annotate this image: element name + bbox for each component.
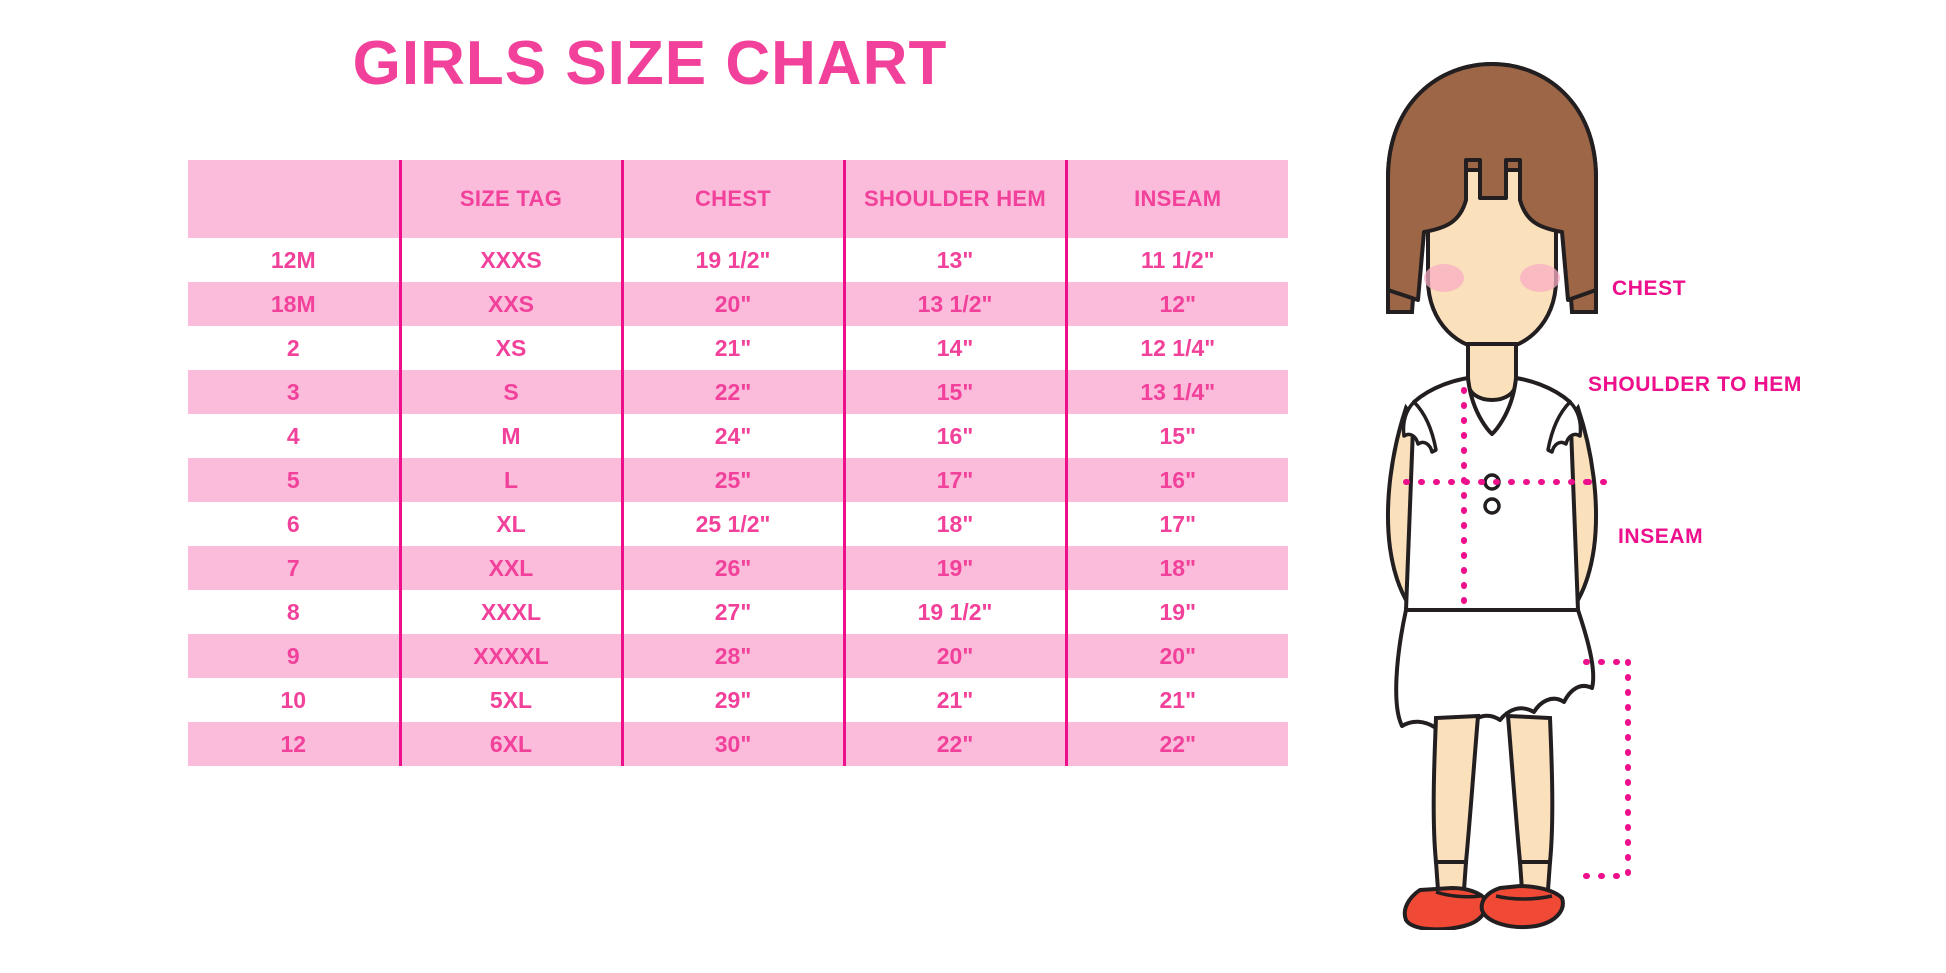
size-chart-table: SIZE TAG CHEST SHOULDER HEM INSEAM 12M X…: [188, 160, 1288, 766]
cell-chest: 28": [620, 634, 844, 678]
cell-chest: 30": [620, 722, 844, 766]
cell-size: 3: [286, 378, 300, 405]
cell-shoulder-hem: 17": [842, 458, 1066, 502]
cell-shoulder-hem: 15": [842, 370, 1066, 414]
table-row: 7 XXL 26" 19" 18": [188, 546, 1288, 590]
cell-chest: 22": [620, 370, 844, 414]
table-header: SIZE TAG CHEST SHOULDER HEM INSEAM: [188, 160, 1288, 238]
cell-shoulder-hem: 18": [842, 502, 1066, 546]
page-title: GIRLS SIZE CHART: [352, 29, 948, 98]
cell-size-tag: XXL: [398, 546, 622, 590]
table-header-row: SIZE TAG CHEST SHOULDER HEM INSEAM: [188, 160, 1288, 238]
cell-shoulder-hem: 21": [842, 678, 1066, 722]
cell-chest: 24": [620, 414, 844, 458]
table-row: 2 XS 21" 14" 12 1/4": [188, 326, 1288, 370]
girl-figure-svg: [1386, 61, 1631, 932]
table-row: 12M XXXS 19 1/2" 13" 11 1/2": [188, 238, 1288, 282]
cell-inseam: 19": [1064, 590, 1288, 634]
cell-shoulder-hem: 22": [842, 722, 1066, 766]
cell-chest: 25 1/2": [620, 502, 844, 546]
cell-inseam: 18": [1064, 546, 1288, 590]
cell-size-tag: L: [398, 458, 622, 502]
cell-chest: 20": [620, 282, 844, 326]
table-row: 6 XL 25 1/2" 18" 17": [188, 502, 1288, 546]
cell-chest: 26": [620, 546, 844, 590]
table-body: 12M XXXS 19 1/2" 13" 11 1/2" 18M XXS 20"…: [188, 238, 1288, 766]
cell-size-tag: XXXL: [398, 590, 622, 634]
girl-illustration: CHEST SHOULDER TO HEM INSEAM: [1340, 50, 1801, 932]
cell-size-tag: 6XL: [398, 722, 622, 766]
label-chest: CHEST: [1612, 277, 1687, 300]
cell-size: 8: [286, 598, 300, 625]
shoe-right-strap-icon: [1495, 894, 1553, 901]
cell-inseam: 21": [1064, 678, 1288, 722]
shoe-left-strap-icon: [1435, 890, 1481, 899]
cell-inseam: 13 1/4": [1064, 370, 1288, 414]
button-lower-icon: [1483, 497, 1501, 515]
table-row: 10 5XL 29" 21" 21": [188, 678, 1288, 722]
cell-size-tag: XL: [398, 502, 622, 546]
column-header-inseam: INSEAM: [1064, 160, 1288, 238]
cell-size: 6: [286, 510, 300, 537]
table-row: 8 XXXL 27" 19 1/2" 19": [188, 590, 1288, 634]
cell-chest: 29": [620, 678, 844, 722]
cell-size-tag: XXXXL: [398, 634, 622, 678]
cell-size: 18M: [270, 290, 316, 317]
cell-shoulder-hem: 19": [842, 546, 1066, 590]
table-row: 18M XXS 20" 13 1/2" 12": [188, 282, 1288, 326]
column-header-size: [188, 160, 400, 238]
column-header-chest: CHEST: [620, 160, 844, 238]
cell-shoulder-hem: 13 1/2": [842, 282, 1066, 326]
cell-inseam: 15": [1064, 414, 1288, 458]
label-inseam: INSEAM: [1618, 525, 1704, 548]
cell-size: 12: [280, 730, 307, 757]
cell-size: 7: [286, 554, 300, 581]
cell-chest: 27": [620, 590, 844, 634]
cell-chest: 19 1/2": [620, 238, 844, 282]
cell-inseam: 11 1/2": [1064, 238, 1288, 282]
table-row: 12 6XL 30" 22" 22": [188, 722, 1288, 766]
table-row: 3 S 22" 15" 13 1/4": [188, 370, 1288, 414]
measurement-labels: CHEST SHOULDER TO HEM INSEAM: [1340, 50, 1946, 930]
table-row: 4 M 24" 16" 15": [188, 414, 1288, 458]
hair-fringe-icon: [1386, 62, 1598, 302]
cell-size: 4: [286, 422, 300, 449]
cell-inseam: 20": [1064, 634, 1288, 678]
blush-right-icon: [1520, 264, 1560, 292]
cell-inseam: 16": [1064, 458, 1288, 502]
sleeve-ruffle-right-icon: [1546, 400, 1583, 454]
sleeve-ruffle-left-icon: [1401, 400, 1438, 454]
cell-size-tag: XXXS: [398, 238, 622, 282]
cell-shoulder-hem: 19 1/2": [842, 590, 1066, 634]
cell-size: 10: [280, 686, 307, 713]
cell-inseam: 12": [1064, 282, 1288, 326]
cell-size: 12M: [270, 246, 316, 273]
cell-size-tag: XXS: [398, 282, 622, 326]
cell-chest: 21": [620, 326, 844, 370]
cell-chest: 25": [620, 458, 844, 502]
blush-left-icon: [1424, 264, 1464, 292]
cell-size-tag: 5XL: [398, 678, 622, 722]
cell-inseam: 12 1/4": [1064, 326, 1288, 370]
cell-size-tag: XS: [398, 326, 622, 370]
blouse-icon: [1404, 376, 1580, 612]
column-header-shoulder-hem: SHOULDER HEM: [842, 160, 1066, 238]
cell-inseam: 22": [1064, 722, 1288, 766]
cell-size: 2: [286, 334, 300, 361]
column-header-size-tag: SIZE TAG: [398, 160, 622, 238]
cell-shoulder-hem: 14": [842, 326, 1066, 370]
cell-size-tag: S: [398, 370, 622, 414]
cell-size: 5: [286, 466, 300, 493]
table-row: 9 XXXXL 28" 20" 20": [188, 634, 1288, 678]
skirt-icon: [1394, 608, 1596, 730]
label-shoulder-to-hem: SHOULDER TO HEM: [1588, 373, 1802, 396]
cell-shoulder-hem: 16": [842, 414, 1066, 458]
table-row: 5 L 25" 17" 16": [188, 458, 1288, 502]
cell-size-tag: M: [398, 414, 622, 458]
cell-shoulder-hem: 20": [842, 634, 1066, 678]
cell-inseam: 17": [1064, 502, 1288, 546]
cell-shoulder-hem: 13": [842, 238, 1066, 282]
cell-size: 9: [286, 642, 300, 669]
